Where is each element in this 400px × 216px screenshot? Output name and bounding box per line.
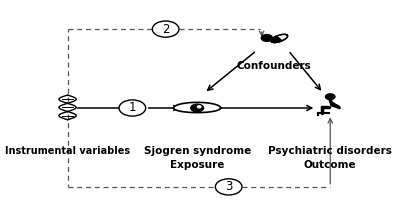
Circle shape <box>326 94 335 100</box>
Circle shape <box>215 179 242 195</box>
Text: 2: 2 <box>162 23 169 36</box>
Text: 3: 3 <box>225 180 232 193</box>
Polygon shape <box>271 36 282 43</box>
Circle shape <box>191 104 204 112</box>
Circle shape <box>152 21 179 37</box>
Circle shape <box>261 35 272 41</box>
Circle shape <box>198 106 201 108</box>
Text: Psychiatric disorders
Outcome: Psychiatric disorders Outcome <box>268 146 392 170</box>
Text: Instrumental variables: Instrumental variables <box>5 146 130 156</box>
Text: 1: 1 <box>129 102 136 114</box>
Circle shape <box>119 100 146 116</box>
Text: Sjogren syndrome
Exposure: Sjogren syndrome Exposure <box>144 146 251 170</box>
Polygon shape <box>271 34 288 43</box>
Polygon shape <box>174 102 221 113</box>
Text: Confounders: Confounders <box>237 61 312 71</box>
